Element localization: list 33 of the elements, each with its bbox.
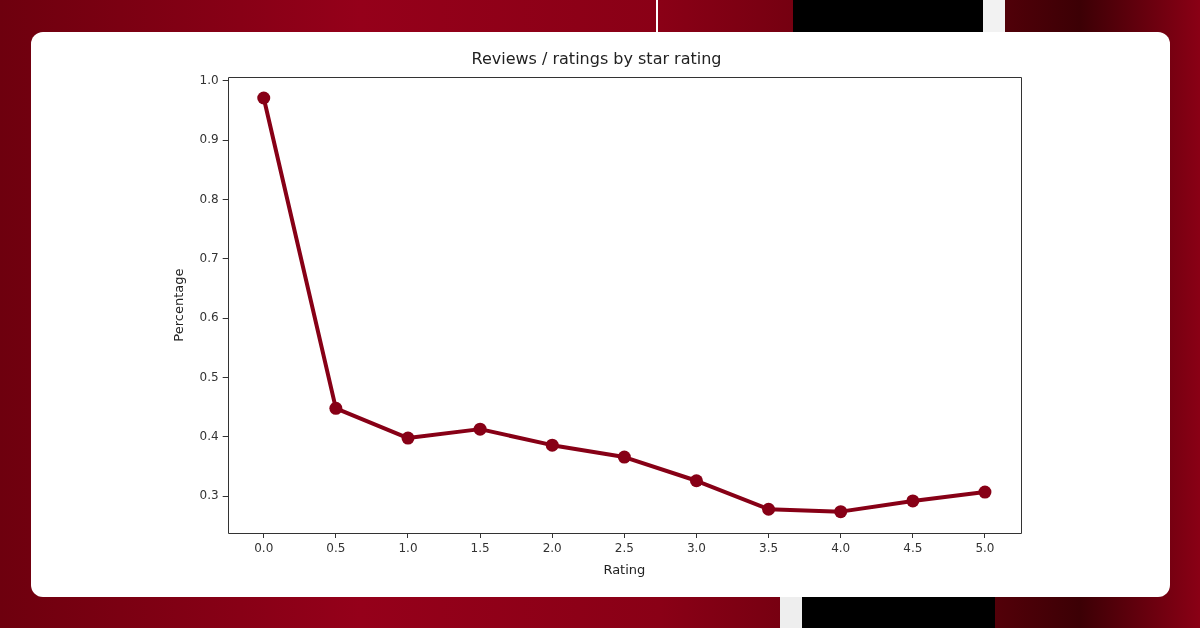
point xyxy=(329,401,343,415)
point xyxy=(978,485,992,499)
x-tick-label: 3.0 xyxy=(686,541,707,556)
point xyxy=(617,450,631,464)
point xyxy=(257,91,271,105)
y-tick-label: 0.6 xyxy=(199,310,219,325)
y-tick-label: 1.0 xyxy=(199,72,219,87)
chart-title: Reviews / ratings by star rating xyxy=(471,48,722,68)
point xyxy=(906,494,920,508)
point xyxy=(762,502,776,516)
y-axis-title: Percentage xyxy=(171,268,187,342)
point xyxy=(401,431,415,445)
x-tick-label: 4.0 xyxy=(831,541,851,556)
y-tick-label: 0.4 xyxy=(199,428,219,443)
y-tick-label: 0.9 xyxy=(199,132,219,147)
y-tick-label: 0.3 xyxy=(199,488,219,503)
x-axis-title: Rating xyxy=(603,561,646,577)
y-tick-label: 0.8 xyxy=(199,191,219,206)
point xyxy=(834,505,848,519)
x-tick-label: 2.0 xyxy=(542,541,562,556)
y-tick-label: 0.7 xyxy=(199,250,219,265)
x-tick-label: 1.0 xyxy=(398,541,418,556)
point xyxy=(689,474,703,488)
y-tick-label: 0.5 xyxy=(199,369,219,384)
point xyxy=(545,438,559,452)
x-tick-label: 1.5 xyxy=(470,541,490,556)
x-tick-label: 0.0 xyxy=(254,541,274,556)
x-tick-label: 5.0 xyxy=(975,541,995,556)
x-tick-label: 4.5 xyxy=(903,541,923,556)
point xyxy=(473,422,487,436)
x-tick-label: 0.5 xyxy=(326,541,346,556)
x-tick-label: 3.5 xyxy=(759,541,779,556)
x-tick-label: 2.5 xyxy=(614,541,634,556)
